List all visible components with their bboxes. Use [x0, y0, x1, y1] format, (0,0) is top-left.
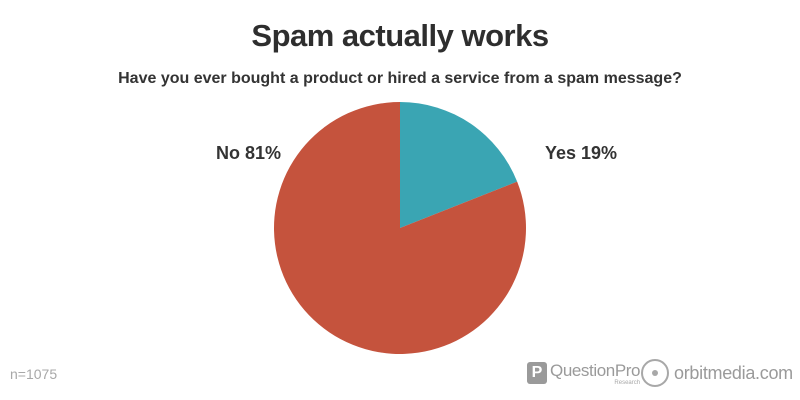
sample-size-note: n=1075: [10, 366, 58, 382]
chart-title: Spam actually works: [251, 18, 549, 53]
questionpro-logo: P QuestionPro Research: [527, 361, 641, 386]
pie-slice-yes: [400, 102, 518, 228]
pie-slice-no: [273, 102, 526, 354]
questionpro-name: QuestionPro: [550, 361, 641, 380]
orbitmedia-name: orbitmedia.com: [674, 362, 793, 383]
questionpro-subtext: Research: [614, 380, 641, 386]
orbitmedia-logo: orbitmedia.com: [641, 358, 793, 388]
chart-subtitle: Have you ever bought a product or hired …: [118, 70, 682, 87]
slice-label-yes: Yes 19%: [545, 143, 618, 163]
questionpro-logo-icon: P: [527, 362, 547, 384]
slice-label-no: No 81%: [216, 143, 282, 163]
orbitmedia-logo-icon: [641, 359, 669, 387]
